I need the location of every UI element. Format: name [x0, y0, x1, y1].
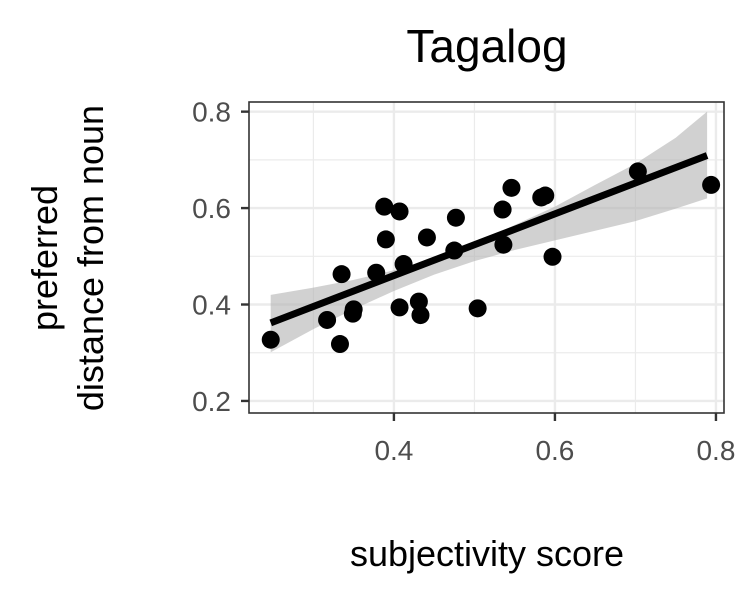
plot-panel-border	[248, 101, 725, 414]
data-point-12	[409, 292, 428, 311]
fit-line-layer	[269, 152, 709, 327]
y-axis: 0.2 0.4 0.6 0.8	[192, 97, 249, 417]
data-point-7	[375, 197, 394, 216]
y-tick-label-3: 0.8	[192, 97, 231, 128]
data-point-14	[417, 228, 436, 247]
data-point-25	[702, 175, 721, 194]
data-point-19	[494, 235, 513, 254]
x-tick-label-0: 0.4	[374, 435, 413, 466]
fit-line	[269, 152, 709, 327]
data-point-6	[367, 263, 386, 282]
y-axis-title: preferred distance from noun	[24, 105, 111, 411]
y-tick-label-2: 0.6	[192, 193, 231, 224]
confidence-band-layer	[270, 111, 708, 353]
data-point-16	[446, 208, 465, 227]
y-axis-title-line-2: distance from noun	[70, 105, 111, 411]
data-point-17	[468, 299, 487, 318]
data-point-23	[543, 247, 562, 266]
x-axis: 0.4 0.6 0.8	[374, 413, 735, 466]
y-tick-label-1: 0.4	[192, 290, 231, 321]
data-point-3	[332, 265, 351, 284]
data-point-5	[344, 300, 363, 319]
data-point-11	[394, 255, 413, 274]
data-point-18	[493, 200, 512, 219]
confidence-band	[270, 111, 708, 353]
data-point-8	[376, 230, 395, 249]
x-tick-label-2: 0.8	[696, 435, 735, 466]
data-point-2	[330, 335, 349, 354]
data-point-0	[261, 330, 280, 349]
x-axis-title: subjectivity score	[350, 533, 624, 574]
data-point-22	[536, 186, 555, 205]
y-tick-label-0: 0.2	[192, 386, 231, 417]
x-tick-label-1: 0.6	[535, 435, 574, 466]
data-point-20	[502, 178, 521, 197]
data-point-10	[390, 298, 409, 317]
data-point-1	[318, 310, 337, 329]
data-point-15	[445, 241, 464, 260]
data-point-13	[411, 306, 430, 325]
chart-title: Tagalog	[406, 20, 567, 72]
points-layer	[261, 162, 721, 354]
y-axis-title-line-1: preferred	[24, 185, 65, 331]
data-point-24	[628, 162, 647, 181]
data-point-9	[390, 202, 409, 221]
